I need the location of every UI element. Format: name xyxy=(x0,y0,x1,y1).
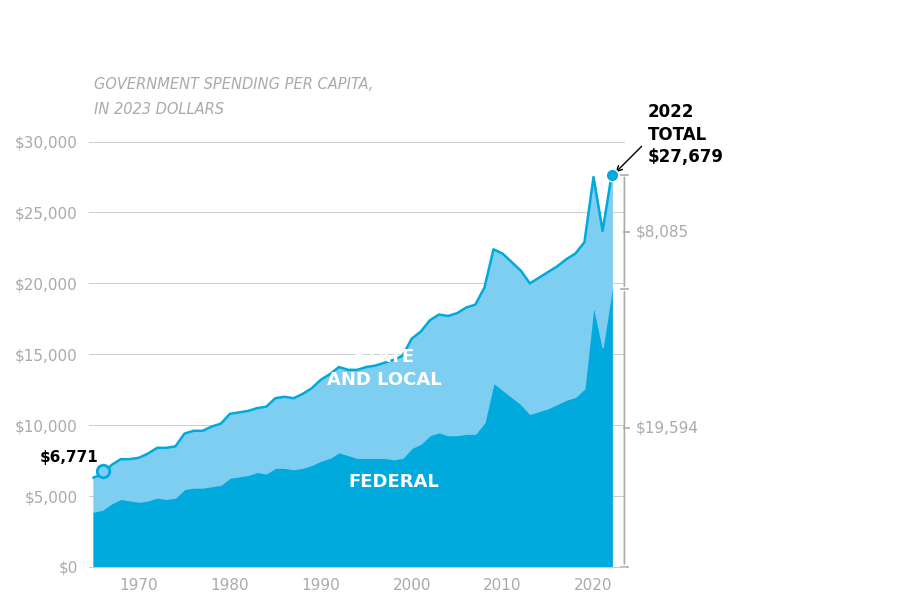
Text: GOVERNMENT SPENDING PER CAPITA,: GOVERNMENT SPENDING PER CAPITA, xyxy=(95,77,374,92)
Text: STATE
AND LOCAL: STATE AND LOCAL xyxy=(327,348,441,389)
Text: IN 2023 DOLLARS: IN 2023 DOLLARS xyxy=(95,102,225,117)
Text: $6,771: $6,771 xyxy=(40,451,99,465)
Text: 2022
TOTAL
$27,679: 2022 TOTAL $27,679 xyxy=(648,103,724,166)
Text: $19,594: $19,594 xyxy=(635,421,698,435)
Text: FEDERAL: FEDERAL xyxy=(349,473,439,491)
Text: $8,085: $8,085 xyxy=(635,224,689,240)
